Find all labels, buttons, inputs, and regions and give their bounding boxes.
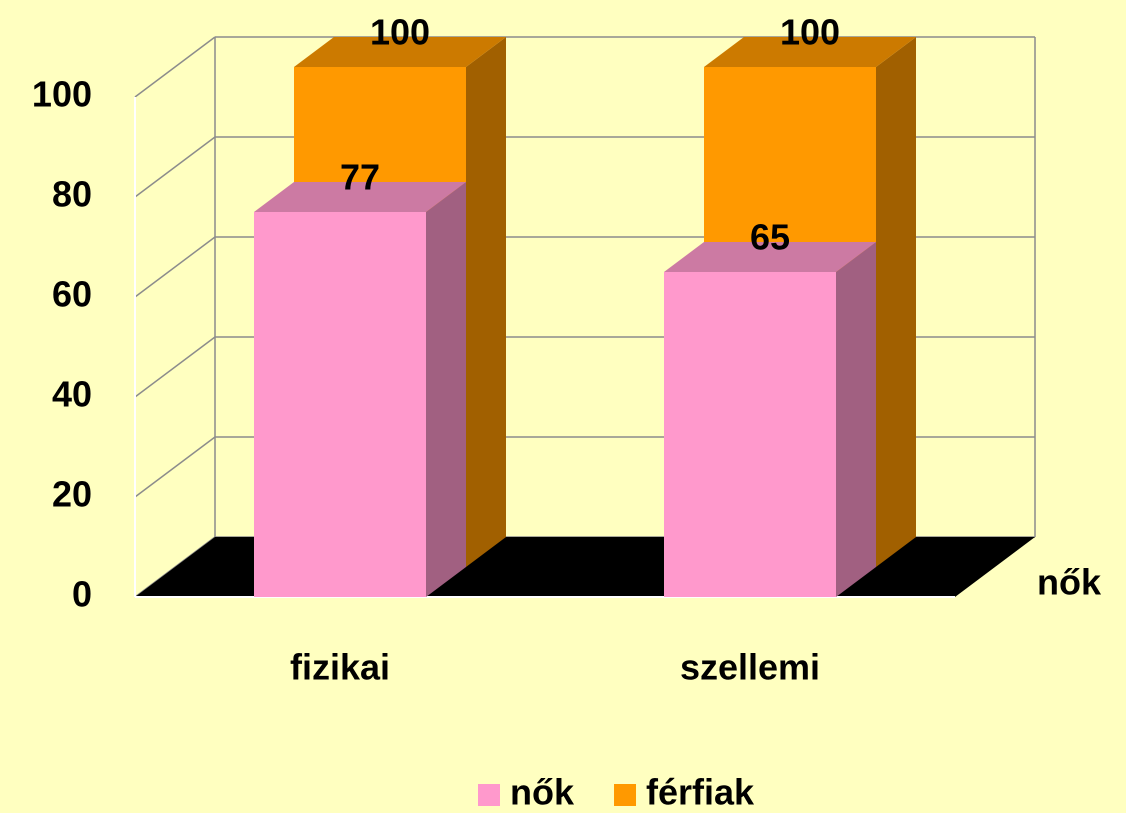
y-tick-label: 40 <box>52 374 92 415</box>
bar-front <box>254 212 426 597</box>
y-tick-label: 20 <box>52 474 92 515</box>
y-tick-label: 0 <box>72 574 92 615</box>
y-tick-label: 80 <box>52 174 92 215</box>
data-label: 100 <box>780 12 840 53</box>
data-label: 100 <box>370 12 430 53</box>
grid-line-side <box>134 136 216 198</box>
grid-line-side <box>134 36 216 98</box>
legend-label: nők <box>510 772 575 813</box>
bar <box>664 242 876 597</box>
bar-top <box>254 182 466 212</box>
y-tick-label: 60 <box>52 274 92 315</box>
bar-top <box>664 242 876 272</box>
data-label: 77 <box>340 157 380 198</box>
bar <box>254 182 466 597</box>
grid-line-side <box>134 336 216 398</box>
grid-line-side <box>134 236 216 298</box>
bar-side <box>876 37 916 567</box>
bar-top <box>294 37 506 67</box>
legend-swatch <box>614 784 637 806</box>
x-tick-label: szellemi <box>680 647 820 688</box>
legend-swatch <box>478 784 500 806</box>
depth-label: nők <box>1037 562 1102 603</box>
legend-label: férfiak <box>646 772 755 813</box>
bar-side <box>466 37 506 567</box>
x-tick-label: fizikai <box>290 647 390 688</box>
bar-front <box>664 272 836 597</box>
y-tick-label: 100 <box>32 74 92 115</box>
bar-side <box>836 242 876 597</box>
data-label: 65 <box>750 217 790 258</box>
bar-side <box>426 182 466 597</box>
bar-top <box>704 37 916 67</box>
grid-line-side <box>134 436 216 498</box>
